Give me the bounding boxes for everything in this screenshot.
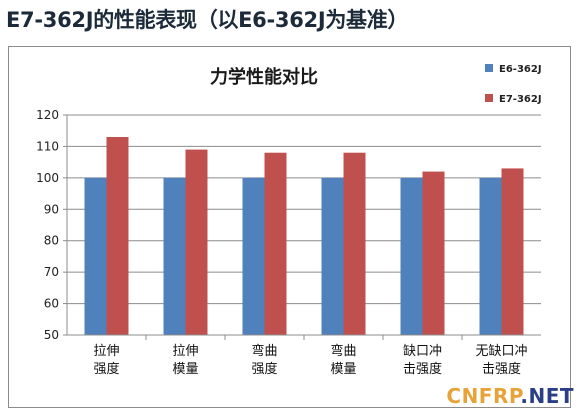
bar-e7 xyxy=(106,137,129,335)
y-tick-label: 70 xyxy=(44,265,59,279)
y-tick-label: 90 xyxy=(44,202,59,216)
bar-e7 xyxy=(185,149,208,335)
watermark-text-b: .NET xyxy=(520,384,574,408)
x-category-label: 强度 xyxy=(251,361,277,377)
legend: E6-362J E7-362J xyxy=(485,64,542,105)
bar-e6 xyxy=(163,177,186,335)
bar-e6 xyxy=(400,177,423,335)
bar-e7 xyxy=(501,168,524,335)
slide-title: E7-362J的性能表现（以E6-362J为基准） xyxy=(6,8,409,32)
chart-title: 力学性能对比 xyxy=(210,66,318,88)
bar-e6 xyxy=(84,177,107,335)
bar-e6 xyxy=(479,177,502,335)
watermark-logo: CNFRP.NET xyxy=(446,384,574,408)
y-tick-label: 60 xyxy=(44,297,59,311)
chart-frame: 力学性能对比 50 60 70 80 90 100 110 120 拉伸强度 拉伸模量 弯曲强度 弯曲… xyxy=(8,46,571,408)
bar-e7 xyxy=(422,171,445,335)
bars xyxy=(84,137,524,335)
y-tick-label: 50 xyxy=(44,328,59,342)
x-category-label: 模量 xyxy=(172,362,198,377)
x-category-label: 缺口冲 xyxy=(403,344,442,359)
x-category-label: 强度 xyxy=(93,361,119,377)
y-tick-label: 80 xyxy=(44,234,59,248)
legend-swatch xyxy=(485,64,493,72)
x-category-label: 弯曲 xyxy=(251,343,277,359)
x-category-label: 无缺口冲 xyxy=(475,344,527,359)
x-category-label: 击强度 xyxy=(482,361,521,377)
bar-e7 xyxy=(343,152,366,335)
watermark-text-a: CNFRP xyxy=(446,384,521,408)
y-tick-label: 120 xyxy=(36,108,59,122)
legend-label: E7-362J xyxy=(499,94,542,105)
legend-label: E6-362J xyxy=(499,64,542,75)
x-category-label: 拉伸 xyxy=(93,344,119,359)
legend-swatch xyxy=(485,94,493,102)
x-category-label: 击强度 xyxy=(403,361,442,377)
y-tick-label: 110 xyxy=(36,139,59,153)
x-category-label: 拉伸 xyxy=(172,344,198,359)
gridlines xyxy=(67,114,541,336)
y-tick-label: 100 xyxy=(36,171,59,185)
bar-e7 xyxy=(264,152,287,335)
bar-e6 xyxy=(242,177,265,335)
bar-e6 xyxy=(321,177,344,335)
x-category-label: 弯曲 xyxy=(330,343,356,359)
x-category-label: 模量 xyxy=(330,362,356,377)
